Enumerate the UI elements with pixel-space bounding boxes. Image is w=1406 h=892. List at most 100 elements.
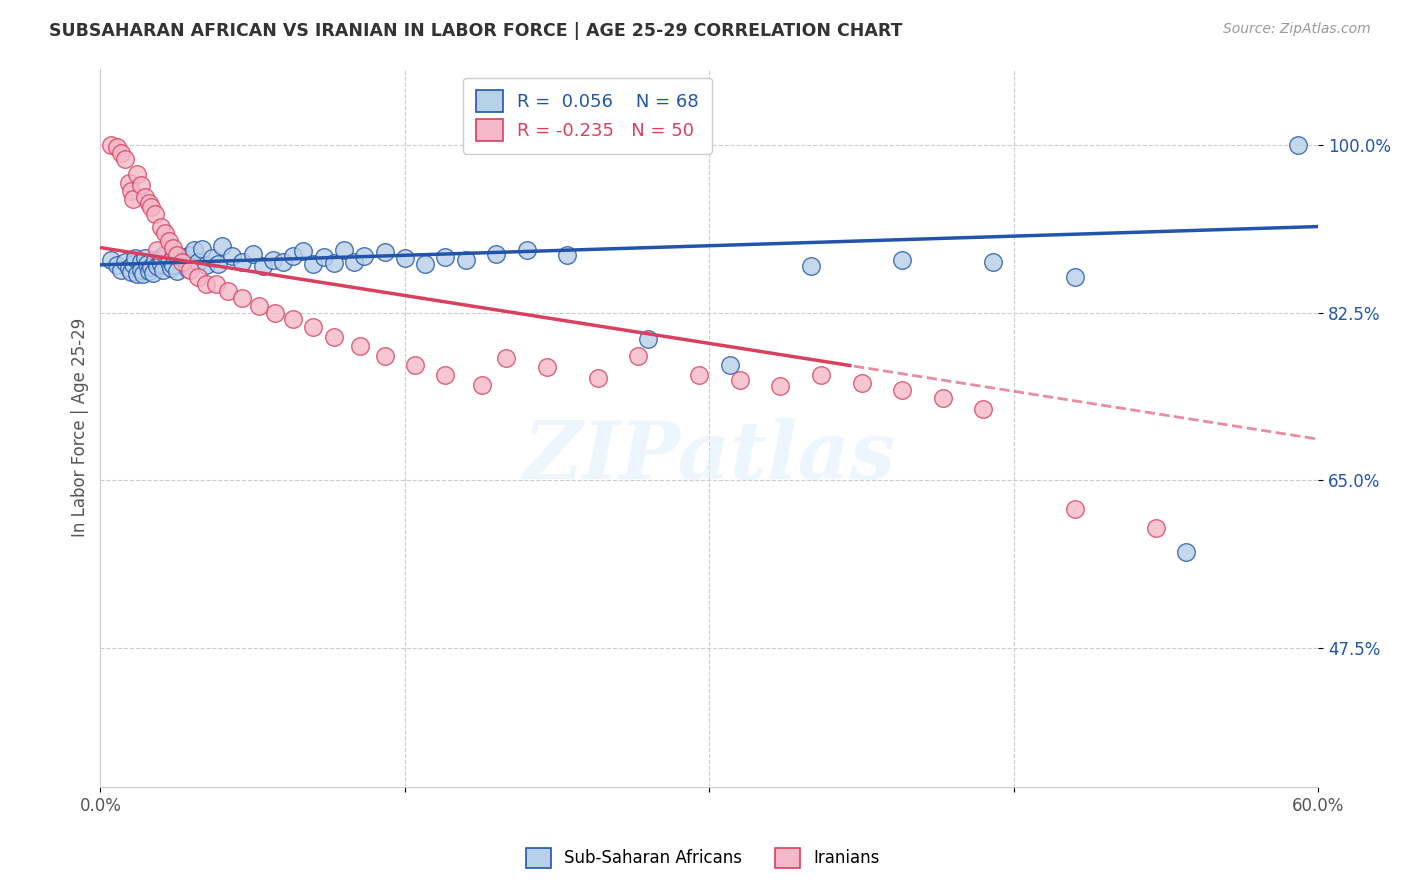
Point [139, 201, 162, 215]
Point [373, 245, 395, 260]
Point [322, 329, 344, 343]
Point [162, 241, 184, 255]
Point [142, 266, 165, 280]
Point [179, 262, 201, 277]
Point [174, 256, 197, 270]
Point [728, 373, 751, 387]
Point [118, 260, 141, 275]
Point [322, 256, 344, 270]
Text: Source: ZipAtlas.com: Source: ZipAtlas.com [1223, 22, 1371, 37]
Point [138, 263, 160, 277]
Point [194, 277, 217, 291]
Point [1286, 138, 1309, 153]
Point [139, 260, 162, 274]
Point [100, 138, 122, 153]
Point [891, 253, 914, 268]
Point [134, 190, 156, 204]
Point [157, 255, 180, 269]
Point [187, 255, 209, 269]
Point [1144, 521, 1167, 535]
Point [166, 263, 188, 277]
Point [146, 244, 169, 258]
Point [302, 257, 325, 271]
Point [201, 251, 224, 265]
Point [194, 258, 217, 272]
Point [170, 255, 193, 269]
Point [105, 140, 128, 154]
Point [292, 244, 315, 259]
Point [191, 242, 214, 256]
Point [150, 257, 173, 271]
Point [150, 219, 173, 234]
Point [769, 379, 792, 393]
Point [134, 251, 156, 265]
Point [160, 260, 183, 275]
Point [155, 247, 177, 261]
Point [170, 250, 193, 264]
Text: SUBSAHARAN AFRICAN VS IRANIAN IN LABOR FORCE | AGE 25-29 CORRELATION CHART: SUBSAHARAN AFRICAN VS IRANIAN IN LABOR F… [49, 22, 903, 40]
Point [231, 292, 253, 306]
Point [972, 401, 994, 416]
Point [1063, 270, 1085, 285]
Point [252, 259, 274, 273]
Point [205, 277, 228, 291]
Point [932, 391, 955, 405]
Point [121, 257, 143, 271]
Point [485, 247, 508, 261]
Point [343, 255, 366, 269]
Point [179, 248, 201, 262]
Point [404, 359, 426, 373]
Point [434, 368, 457, 382]
Point [495, 351, 517, 365]
Text: ZIPatlas: ZIPatlas [523, 417, 896, 495]
Legend: Sub-Saharan Africans, Iranians: Sub-Saharan Africans, Iranians [519, 841, 887, 875]
Point [118, 177, 141, 191]
Point [155, 226, 177, 240]
Point [162, 258, 184, 272]
Point [434, 250, 457, 264]
Point [136, 257, 159, 271]
Point [120, 184, 142, 198]
Point [242, 247, 264, 261]
Point [231, 255, 253, 269]
Point [120, 264, 142, 278]
Point [125, 167, 148, 181]
Y-axis label: In Labor Force | Age 25-29: In Labor Force | Age 25-29 [72, 318, 89, 537]
Point [283, 312, 305, 326]
Point [211, 238, 233, 252]
Point [271, 255, 294, 269]
Point [129, 255, 152, 269]
Point [810, 368, 832, 382]
Point [1063, 502, 1085, 516]
Point [207, 257, 229, 271]
Point [157, 234, 180, 248]
Point [586, 371, 609, 385]
Point [132, 268, 155, 282]
Point [555, 248, 578, 262]
Point [129, 262, 152, 277]
Legend: R =  0.056    N = 68, R = -0.235   N = 50: R = 0.056 N = 68, R = -0.235 N = 50 [464, 78, 711, 154]
Point [688, 368, 710, 382]
Point [333, 244, 356, 258]
Point [283, 249, 305, 263]
Point [983, 255, 1005, 269]
Point [114, 255, 136, 269]
Point [312, 250, 335, 264]
Point [124, 251, 146, 265]
Point [138, 195, 160, 210]
Point [454, 253, 477, 268]
Point [110, 262, 132, 277]
Point [373, 349, 395, 363]
Point [302, 320, 325, 334]
Point [353, 249, 375, 263]
Point [891, 384, 914, 398]
Point [221, 249, 243, 263]
Point [851, 376, 873, 390]
Point [166, 248, 188, 262]
Point [150, 251, 173, 265]
Point [536, 360, 558, 375]
Point [627, 349, 650, 363]
Point [471, 377, 494, 392]
Point [217, 284, 239, 298]
Point [114, 152, 136, 166]
